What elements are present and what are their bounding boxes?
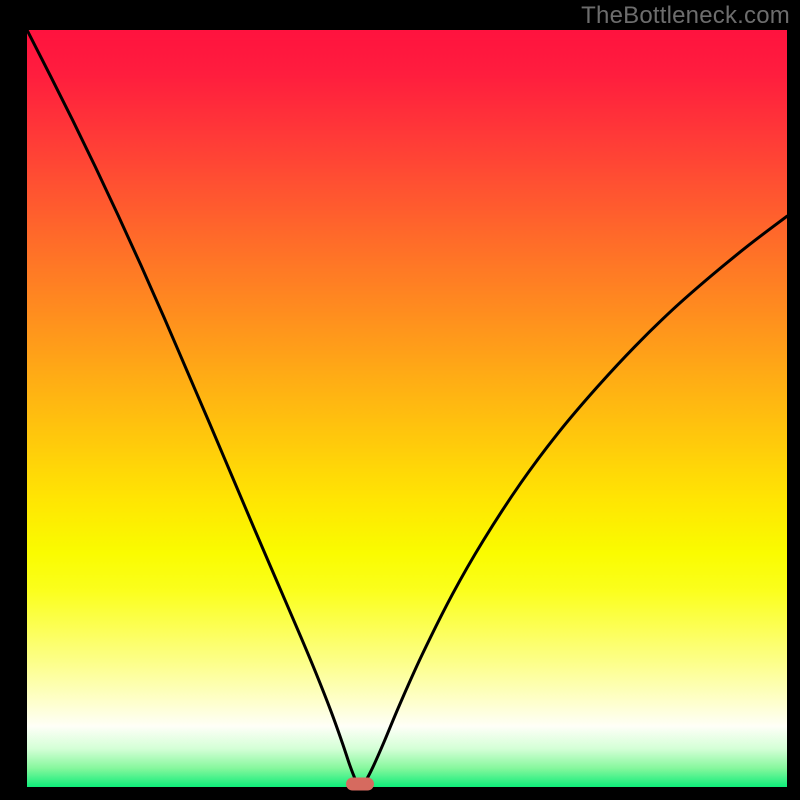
- chart-frame: TheBottleneck.com: [0, 0, 800, 800]
- curve-path: [27, 30, 787, 786]
- watermark-text: TheBottleneck.com: [581, 2, 790, 30]
- plot-area: [27, 30, 787, 787]
- bottleneck-curve: [27, 30, 787, 787]
- optimal-point-marker: [346, 777, 374, 790]
